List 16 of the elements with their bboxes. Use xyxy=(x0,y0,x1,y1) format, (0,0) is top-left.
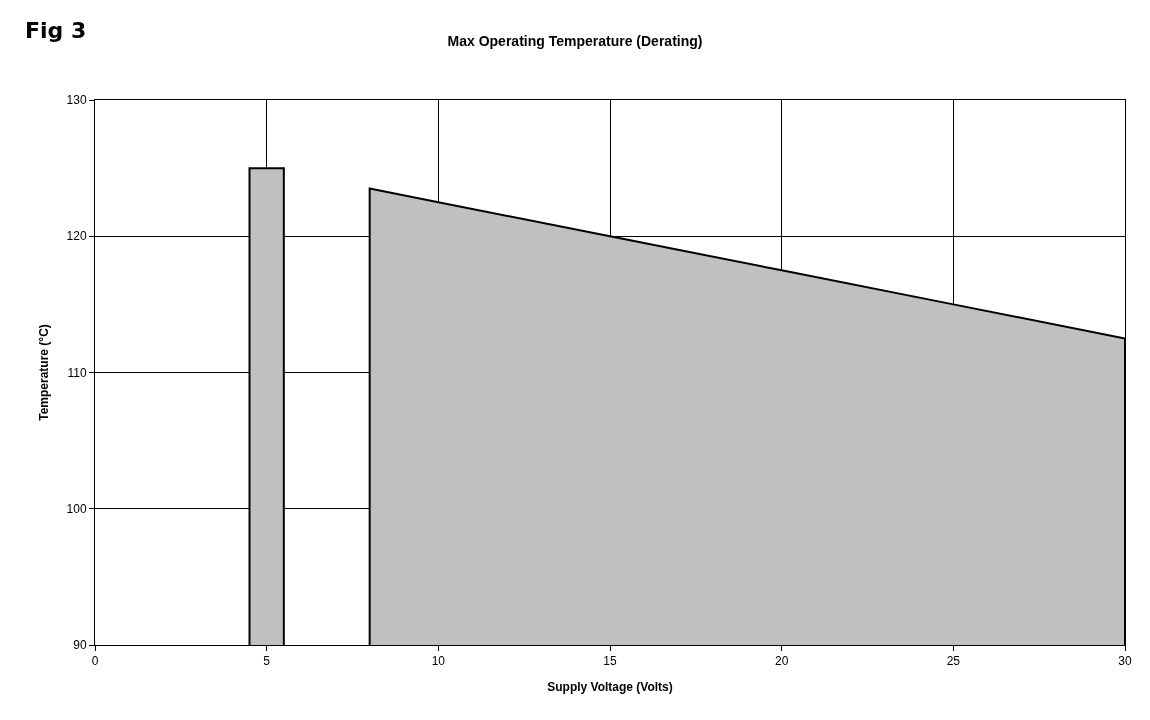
x-axis-title: Supply Voltage (Volts) xyxy=(547,680,673,695)
chart-title: Max Operating Temperature (Derating) xyxy=(447,32,703,49)
x-tick-label: 5 xyxy=(263,654,271,669)
x-tick-label: 30 xyxy=(1118,654,1132,669)
y-tick-label: 110 xyxy=(67,365,87,380)
y-tick-label: 120 xyxy=(66,229,87,244)
caption: Fig 3 xyxy=(25,18,87,43)
y-axis-title: Temperature (°C) xyxy=(36,324,51,421)
x-tick-label: 20 xyxy=(774,654,789,669)
y-tick-label: 90 xyxy=(73,638,87,653)
x-tick-label: 25 xyxy=(946,654,961,669)
x-tick-label: 10 xyxy=(431,654,446,669)
x-tick-label: 15 xyxy=(603,654,617,669)
y-tick-label: 100 xyxy=(66,501,87,516)
y-tick-label: 130 xyxy=(66,93,87,108)
x-tick-label: 0 xyxy=(91,654,99,669)
